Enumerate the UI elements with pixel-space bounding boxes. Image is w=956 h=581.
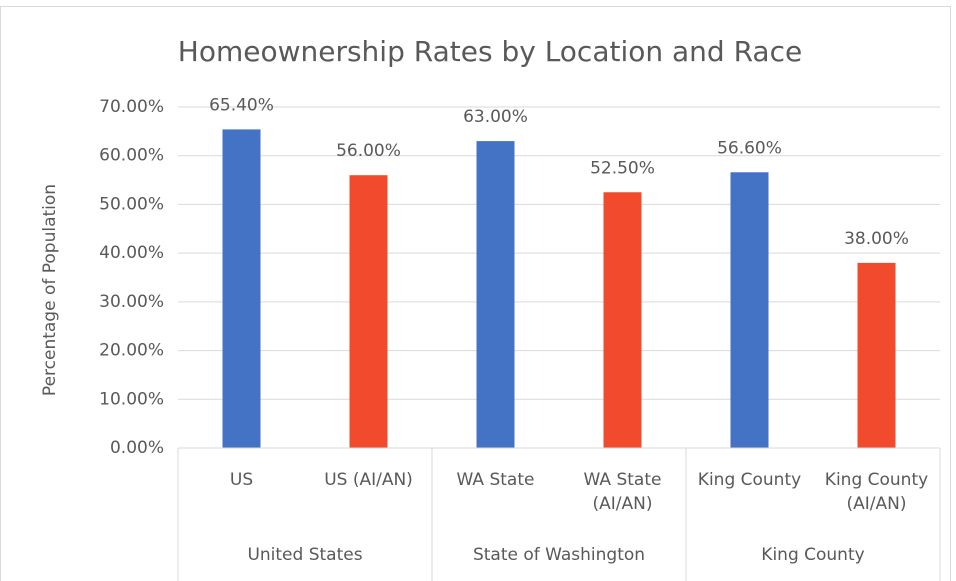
data-label: 63.00% xyxy=(463,107,528,127)
y-axis-title: Percentage of Population xyxy=(40,184,60,396)
y-tick-label: 20.00% xyxy=(99,341,164,361)
chart-border xyxy=(0,6,951,581)
chart-title: Homeownership Rates by Location and Race xyxy=(178,35,802,68)
y-tick-label: 10.00% xyxy=(99,389,164,409)
bar xyxy=(603,192,642,448)
data-label: 52.50% xyxy=(590,158,655,178)
bar xyxy=(476,141,515,448)
y-tick-label: 50.00% xyxy=(99,194,164,214)
group-label: State of Washington xyxy=(473,545,645,565)
data-label: 56.60% xyxy=(717,138,782,158)
x-tick-label: King County (AI/AN) xyxy=(824,470,929,514)
x-tick-label: US xyxy=(229,470,254,490)
group-label: United States xyxy=(247,545,362,565)
y-tick-label: 70.00% xyxy=(99,97,164,117)
group-label: King County xyxy=(761,545,864,565)
bar xyxy=(222,129,261,448)
x-tick-label: US (AI/AN) xyxy=(324,470,413,490)
bar xyxy=(730,172,769,448)
y-tick-label: 60.00% xyxy=(99,146,164,166)
y-tick-label: 40.00% xyxy=(99,243,164,263)
bar xyxy=(857,262,896,448)
y-tick-label: 0.00% xyxy=(110,438,164,458)
x-tick-label: WA State (AI/AN) xyxy=(583,470,662,514)
data-label: 38.00% xyxy=(844,229,909,249)
data-label: 65.40% xyxy=(209,95,274,115)
y-tick-label: 30.00% xyxy=(99,292,164,312)
x-tick-label: King County xyxy=(697,470,802,490)
bar xyxy=(349,175,388,448)
x-tick-label: WA State xyxy=(456,470,535,490)
data-label: 56.00% xyxy=(336,141,401,161)
